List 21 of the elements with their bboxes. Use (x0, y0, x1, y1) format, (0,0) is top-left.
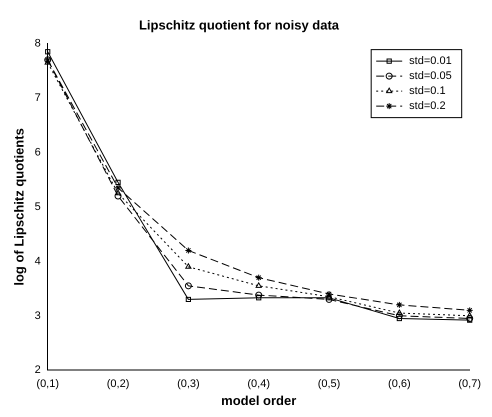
y-tick-label: 4 (34, 255, 41, 268)
y-tick-label: 5 (34, 200, 41, 213)
legend-label: std=0.01 (409, 55, 452, 68)
x-axis-title: model order (221, 392, 296, 408)
chart-title: Lipschitz quotient for noisy data (138, 17, 340, 32)
x-tick-label: (0,3) (177, 378, 200, 390)
y-tick-label: 6 (34, 146, 41, 158)
y-tick-label: 2 (34, 364, 41, 376)
x-tick-label: (0,6) (388, 378, 411, 390)
x-tick-label: (0,1) (36, 378, 60, 390)
legend-label: std=0.1 (409, 85, 446, 98)
y-tick-label: 8 (34, 38, 41, 50)
y-tick-label: 3 (34, 310, 41, 322)
legend-label: std=0.05 (409, 70, 452, 82)
x-tick-label: (0,5) (318, 378, 340, 390)
y-axis-title: log of Lipschitz quotients (11, 128, 26, 286)
x-tick-label: (0,4) (247, 378, 270, 390)
x-tick-label: (0,2) (106, 378, 130, 390)
legend-label: std=0.2 (409, 100, 446, 112)
y-tick-label: 7 (34, 92, 41, 104)
x-tick-label: (0,7) (458, 378, 482, 390)
